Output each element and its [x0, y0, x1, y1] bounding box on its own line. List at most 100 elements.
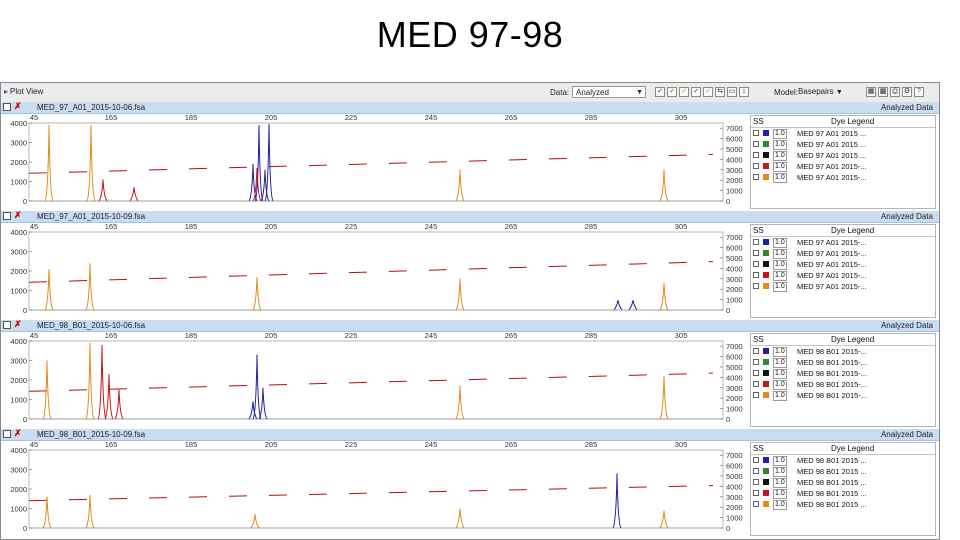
- legend-row[interactable]: 1.0 MED 98 B01 2015-...: [751, 358, 935, 368]
- legend-row[interactable]: 1.0 MED 97 A01 2015-...: [751, 249, 935, 259]
- panel-checkbox[interactable]: [3, 430, 11, 438]
- legend-checkbox[interactable]: [753, 348, 759, 354]
- legend-size: 1.0: [773, 260, 787, 270]
- x-tick-label: 265: [505, 222, 518, 231]
- red-dye-toggle-icon[interactable]: ✓: [691, 87, 701, 97]
- legend-row[interactable]: 1.0 MED 97 A01 2015-...: [751, 238, 935, 248]
- peak: [613, 300, 623, 311]
- legend-checkbox[interactable]: [753, 163, 759, 169]
- plot-view-label: Plot View: [10, 87, 44, 96]
- legend-checkbox[interactable]: [753, 370, 759, 376]
- legend-checkbox[interactable]: [753, 174, 759, 180]
- remove-icon[interactable]: ✗: [14, 210, 22, 220]
- panel-checkbox[interactable]: [3, 103, 11, 111]
- legend-checkbox[interactable]: [753, 130, 759, 136]
- legend-row[interactable]: 1.0 MED 98 B01 2015 ...: [751, 478, 935, 488]
- panel-checkbox[interactable]: [3, 212, 11, 220]
- legend-row[interactable]: 1.0 MED 97 A01 2015 ...: [751, 140, 935, 150]
- blue-dye-toggle-icon[interactable]: ✓: [655, 87, 665, 97]
- legend-checkbox[interactable]: [753, 239, 759, 245]
- y-tick-label: 4000: [10, 228, 27, 237]
- peak: [455, 169, 465, 202]
- legend-row[interactable]: 1.0 MED 98 B01 2015-...: [751, 369, 935, 379]
- right-tick-label: 6000: [726, 462, 743, 471]
- y-tick-label: 1000: [10, 505, 27, 514]
- legend-row[interactable]: 1.0 MED 98 B01 2015 ...: [751, 456, 935, 466]
- peak: [455, 278, 465, 311]
- zoom-icon[interactable]: ▭: [727, 87, 737, 97]
- right-tick-label: 7000: [726, 124, 743, 133]
- slide-title: MED 97-98: [376, 14, 564, 55]
- legend-checkbox[interactable]: [753, 141, 759, 147]
- legend-row[interactable]: 1.0 MED 98 B01 2015 ...: [751, 467, 935, 477]
- plot-view-tab[interactable]: ▸ Plot View: [4, 87, 43, 96]
- legend-checkbox[interactable]: [753, 272, 759, 278]
- data-select[interactable]: Analyzed ▼: [572, 86, 646, 98]
- legend-checkbox[interactable]: [753, 490, 759, 496]
- settings-icon[interactable]: ⚙: [902, 87, 912, 97]
- panel-header: ✗ MED_97_A01_2015-10-09.fsa Analyzed Dat…: [1, 210, 939, 223]
- legend-size: 1.0: [773, 478, 787, 488]
- electropherogram-plot[interactable]: 45 165 185 205 225 245 265 285 30540003000200010…: [1, 113, 749, 211]
- legend-row[interactable]: 1.0 MED 98 B01 2015-...: [751, 380, 935, 390]
- legend-checkbox[interactable]: [753, 501, 759, 507]
- x-tick-label: 185: [185, 440, 198, 449]
- legend-checkbox[interactable]: [753, 283, 759, 289]
- right-tick-label: 6000: [726, 135, 743, 144]
- yellow-dye-toggle-icon[interactable]: ✓: [679, 87, 689, 97]
- panel-checkbox[interactable]: [3, 321, 11, 329]
- legend-checkbox[interactable]: [753, 392, 759, 398]
- x-tick-label: 205: [265, 440, 278, 449]
- peak: [98, 179, 108, 202]
- legend-checkbox[interactable]: [753, 261, 759, 267]
- legend-size: 1.0: [773, 380, 787, 390]
- legend-row[interactable]: 1.0 MED 97 A01 2015-...: [751, 282, 935, 292]
- orange-dye-toggle-icon[interactable]: ✓: [703, 87, 713, 97]
- remove-icon[interactable]: ✗: [14, 101, 22, 111]
- legend-row[interactable]: 1.0 MED 97 A01 2015 ...: [751, 129, 935, 139]
- legend-row[interactable]: 1.0 MED 97 A01 2015-...: [751, 260, 935, 270]
- dye-swatch-black: [763, 370, 769, 376]
- remove-icon[interactable]: ✗: [14, 428, 22, 438]
- y-tick-label: 3000: [10, 248, 27, 257]
- legend-row[interactable]: 1.0 MED 97 A01 2015-...: [751, 173, 935, 183]
- legend-label: MED 97 A01 2015-...: [797, 173, 867, 182]
- grid-icon[interactable]: ▩: [878, 87, 888, 97]
- legend-label: MED 98 B01 2015 ...: [797, 478, 867, 487]
- legend-row[interactable]: 1.0 MED 97 A01 2015-...: [751, 162, 935, 172]
- legend-checkbox[interactable]: [753, 457, 759, 463]
- model-select[interactable]: Basepairs ▼: [798, 86, 850, 98]
- legend-checkbox[interactable]: [753, 250, 759, 256]
- y-tick-label: 3000: [10, 357, 27, 366]
- legend-checkbox[interactable]: [753, 359, 759, 365]
- legend-checkbox[interactable]: [753, 152, 759, 158]
- peak: [42, 360, 52, 420]
- right-tick-label: 0: [726, 524, 730, 533]
- legend-row[interactable]: 1.0 MED 98 B01 2015-...: [751, 391, 935, 401]
- green-dye-toggle-icon[interactable]: ✓: [667, 87, 677, 97]
- right-tick-label: 1000: [726, 187, 743, 196]
- scale-icon[interactable]: ↕: [739, 87, 749, 97]
- right-toolbar-icons: ▦ ▩ ⎙ ⚙ ?: [866, 87, 924, 97]
- right-tick-label: 7000: [726, 342, 743, 351]
- electropherogram-plot[interactable]: 45 165 185 205 225 245 265 285 30540003000200010…: [1, 440, 749, 538]
- right-tick-label: 3000: [726, 493, 743, 502]
- electropherogram-plot[interactable]: 45 165 185 205 225 245 265 285 30540003000200010…: [1, 222, 749, 320]
- dye-swatch-green: [763, 250, 769, 256]
- legend-checkbox[interactable]: [753, 479, 759, 485]
- legend-checkbox[interactable]: [753, 381, 759, 387]
- legend-row[interactable]: 1.0 MED 98 B01 2015 ...: [751, 500, 935, 510]
- table-icon[interactable]: ▦: [866, 87, 876, 97]
- legend-row[interactable]: 1.0 MED 97 A01 2015 ...: [751, 151, 935, 161]
- electropherogram-plot[interactable]: 45 165 185 205 225 245 265 285 30540003000200010…: [1, 331, 749, 429]
- overlay-icon[interactable]: ⇆: [715, 87, 725, 97]
- help-icon[interactable]: ?: [914, 87, 924, 97]
- legend-checkbox[interactable]: [753, 468, 759, 474]
- legend-row[interactable]: 1.0 MED 98 B01 2015 ...: [751, 489, 935, 499]
- legend-row[interactable]: 1.0 MED 98 B01 2015-...: [751, 347, 935, 357]
- legend-size: 1.0: [773, 151, 787, 161]
- legend-size: 1.0: [773, 456, 787, 466]
- legend-row[interactable]: 1.0 MED 97 A01 2015-...: [751, 271, 935, 281]
- print-icon[interactable]: ⎙: [890, 87, 900, 97]
- remove-icon[interactable]: ✗: [14, 319, 22, 329]
